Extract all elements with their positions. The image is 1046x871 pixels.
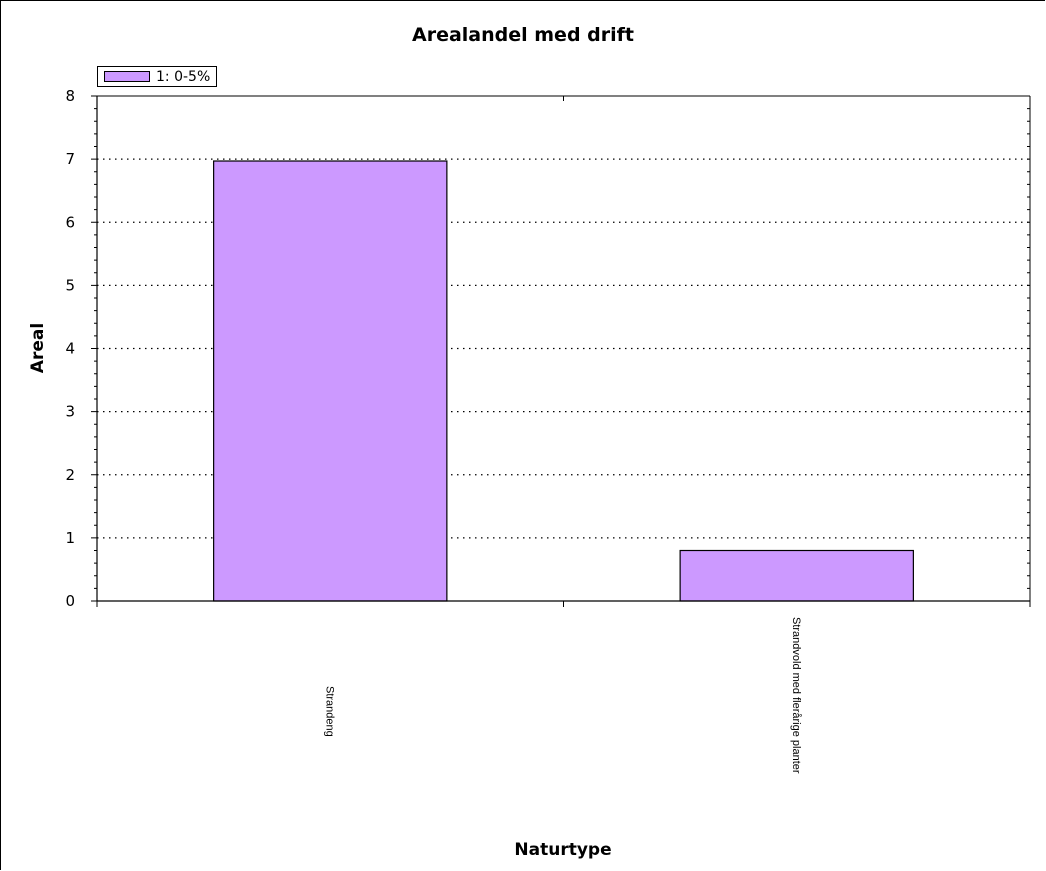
- x-tick-label: Strandvold med flerårige planter: [790, 617, 802, 774]
- y-tick-label: 6: [65, 213, 75, 231]
- x-tick-label: Strandeng: [323, 686, 335, 737]
- bar: [213, 160, 448, 602]
- y-tick-label: 1: [65, 529, 75, 547]
- x-axis-label: Naturtype: [514, 840, 612, 860]
- y-tick-label: 5: [65, 276, 75, 294]
- y-tick-label: 8: [65, 87, 75, 105]
- bar: [679, 549, 914, 602]
- y-tick-label: 2: [65, 466, 75, 484]
- legend-swatch: [104, 71, 150, 82]
- y-tick-label: 7: [65, 150, 75, 168]
- legend-label: 1: 0-5%: [156, 68, 211, 85]
- y-tick-label: 4: [65, 340, 75, 358]
- y-tick-label: 3: [65, 403, 75, 421]
- chart-title: Arealandel med drift: [412, 24, 634, 46]
- y-tick-label: 0: [65, 592, 75, 610]
- legend: 1: 0-5%: [97, 66, 218, 87]
